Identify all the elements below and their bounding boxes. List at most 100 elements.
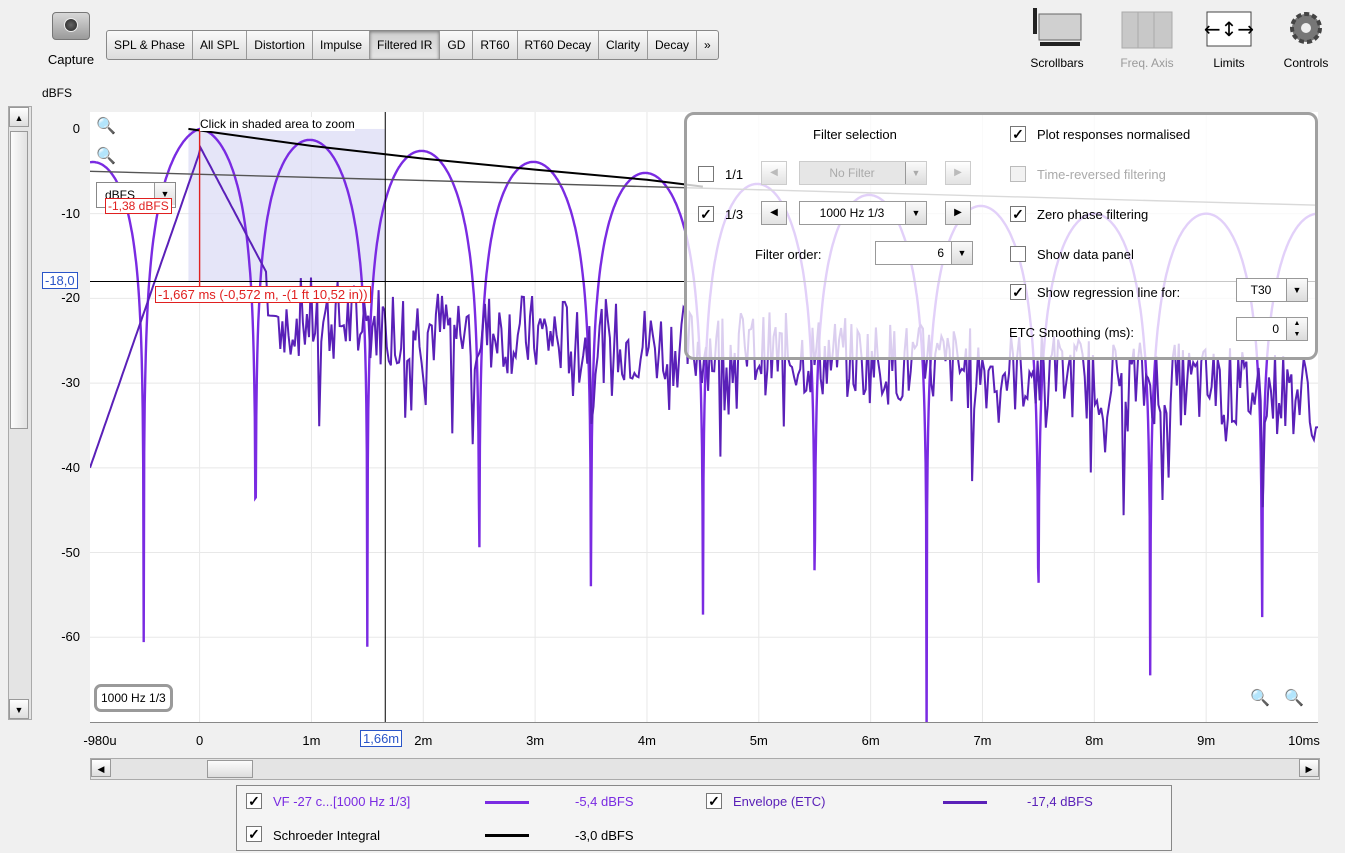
filter-1-3-dropdown[interactable]: 1000 Hz 1/3 ▼ [799, 201, 927, 225]
filter-order-value: 6 [937, 246, 944, 260]
filter-1-1-label: 1/1 [725, 167, 744, 182]
tab-5[interactable]: GD [440, 31, 474, 59]
filter-panel: Filter selection 1/1 ◀ No Filter ▼ ▶ ✓ 1… [684, 112, 1318, 360]
legend-etc-value: -17,4 dBFS [1027, 794, 1093, 809]
schroeder-trace [188, 127, 704, 188]
etc-smoothing-label: ETC Smoothing (ms): [1009, 325, 1134, 340]
filter-label: 1000 Hz 1/3 [94, 684, 173, 712]
x-tick-label: 8m [1085, 733, 1104, 748]
tab-9[interactable]: Decay [648, 31, 698, 59]
regression-label: Show regression line for: [1037, 285, 1181, 300]
zoom-in-icon[interactable]: 🔍 [96, 118, 116, 135]
tab-10[interactable]: » [704, 38, 711, 52]
controls-label: Controls [1283, 56, 1329, 70]
normalised-checkbox[interactable]: ✓ [1010, 126, 1026, 142]
regression-checkbox[interactable]: ✓ [1010, 284, 1026, 300]
scrollbars-button[interactable]: Scrollbars [1018, 4, 1096, 74]
legend-vf-value: -5,4 dBFS [575, 794, 634, 809]
legend-vf-swatch [485, 801, 529, 804]
tab-1[interactable]: All SPL [193, 31, 248, 59]
limits-label: Limits [1213, 56, 1245, 70]
x-tick-label: 0 [195, 733, 204, 748]
regression-value: T30 [1250, 283, 1272, 297]
regression-dropdown[interactable]: T30 ▼ [1236, 278, 1308, 302]
filter-selection-title: Filter selection [813, 127, 897, 142]
legend-etc-name: Envelope (ETC) [733, 794, 826, 809]
stepper-icon[interactable]: ▲ ▼ [1286, 318, 1307, 340]
y-tick-label: -40 [61, 459, 80, 475]
legend-etc-swatch [943, 801, 987, 804]
etc-smoothing-stepper[interactable]: 0 ▲ ▼ [1236, 317, 1308, 341]
filter-1-1-dropdown[interactable]: No Filter ▼ [799, 161, 927, 185]
x-tick-label: 9m [1197, 733, 1216, 748]
tab-6[interactable]: RT60 [473, 31, 518, 59]
legend-schroeder-swatch [485, 834, 529, 837]
x-tick-label: 4m [637, 733, 656, 748]
x-tick-label: 1m [302, 733, 321, 748]
legend-schroeder-name: Schroeder Integral [273, 828, 380, 843]
filter-1-3-prev-button[interactable]: ◀ [761, 201, 787, 225]
x-tick-label: 5m [749, 733, 768, 748]
filter-1-3-value: 1000 Hz 1/3 [819, 206, 885, 220]
show-data-panel-label: Show data panel [1037, 247, 1134, 262]
y-tick-label: -30 [61, 375, 80, 391]
cursor-y-readout: -18,0 [42, 272, 78, 289]
vertical-scrollbar[interactable]: ▲ ▼ [8, 106, 32, 720]
tab-2[interactable]: Distortion [247, 31, 313, 59]
capture-button[interactable]: Capture [40, 8, 102, 70]
horizontal-scrollbar[interactable]: ◀ ▶ [90, 758, 1320, 780]
scroll-right-button[interactable]: ▶ [1299, 759, 1319, 777]
zoom-in-x-icon[interactable]: 🔍 [1284, 690, 1304, 707]
filter-1-3-checkbox[interactable]: ✓ [698, 206, 714, 222]
tab-7[interactable]: RT60 Decay [518, 31, 599, 59]
freq-axis-button[interactable]: Freq. Axis [1108, 4, 1186, 74]
etc-smoothing-value: 0 [1272, 322, 1279, 336]
gear-icon [1290, 12, 1322, 44]
y-tick-label: -20 [61, 290, 80, 306]
horizontal-scroll-thumb[interactable] [207, 760, 253, 778]
marker-readout: -1,667 ms (-0,572 m, -(1 ft 10,52 in)) [155, 286, 371, 303]
y-tick-label: -10 [61, 205, 80, 221]
limits-button[interactable]: ←↕→ Limits [1194, 4, 1264, 74]
legend-schroeder-checkbox[interactable]: ✓ [246, 826, 262, 842]
scroll-left-button[interactable]: ◀ [91, 759, 111, 777]
filter-1-1-next-button[interactable]: ▶ [945, 161, 971, 185]
y-axis-unit: dBFS [42, 86, 73, 100]
scroll-down-button[interactable]: ▼ [9, 699, 29, 719]
y-tick-label: 0 [72, 120, 80, 136]
controls-button[interactable]: Controls [1270, 4, 1342, 74]
y-tick-label: -60 [61, 629, 80, 645]
tab-3[interactable]: Impulse [313, 31, 371, 59]
freq-axis-icon [1121, 11, 1173, 49]
filter-1-1-value: No Filter [829, 166, 875, 180]
chevron-down-icon: ▼ [951, 242, 972, 264]
filter-1-1-prev-button[interactable]: ◀ [761, 161, 787, 185]
zoom-out-x-icon[interactable]: 🔍 [1250, 690, 1270, 707]
filter-order-dropdown[interactable]: 6 ▼ [875, 241, 973, 265]
time-reversed-checkbox[interactable] [1010, 166, 1026, 182]
zoom-out-icon[interactable]: 🔍 [96, 148, 116, 165]
zero-phase-checkbox[interactable]: ✓ [1010, 206, 1026, 222]
filter-1-1-checkbox[interactable] [698, 166, 714, 182]
legend-etc-checkbox[interactable]: ✓ [706, 793, 722, 809]
time-reversed-label: Time-reversed filtering [1037, 167, 1166, 182]
svg-text:←↕→: ←↕→ [1204, 17, 1254, 41]
tab-8[interactable]: Clarity [599, 31, 649, 59]
legend-schroeder-value: -3,0 dBFS [575, 828, 634, 843]
legend-panel: ✓ VF -27 c...[1000 Hz 1/3] -5,4 dBFS ✓ E… [236, 785, 1172, 851]
filter-1-3-next-button[interactable]: ▶ [945, 201, 971, 225]
tab-4[interactable]: Filtered IR [370, 31, 441, 59]
vertical-scroll-thumb[interactable] [10, 131, 28, 429]
tab-0[interactable]: SPL & Phase [107, 31, 193, 59]
zero-phase-label: Zero phase filtering [1037, 207, 1149, 222]
legend-vf-checkbox[interactable]: ✓ [246, 793, 262, 809]
zoom-hint: Click in shaded area to zoom [200, 117, 355, 131]
capture-label: Capture [47, 52, 95, 67]
limits-icon: ←↕→ [1204, 11, 1254, 47]
scrollbars-icon [1033, 8, 1082, 46]
x-tick-label: 7m [973, 733, 992, 748]
chevron-down-icon: ▼ [905, 202, 926, 224]
scroll-up-button[interactable]: ▲ [9, 107, 29, 127]
freq-axis-label: Freq. Axis [1120, 56, 1174, 70]
show-data-panel-checkbox[interactable] [1010, 246, 1026, 262]
